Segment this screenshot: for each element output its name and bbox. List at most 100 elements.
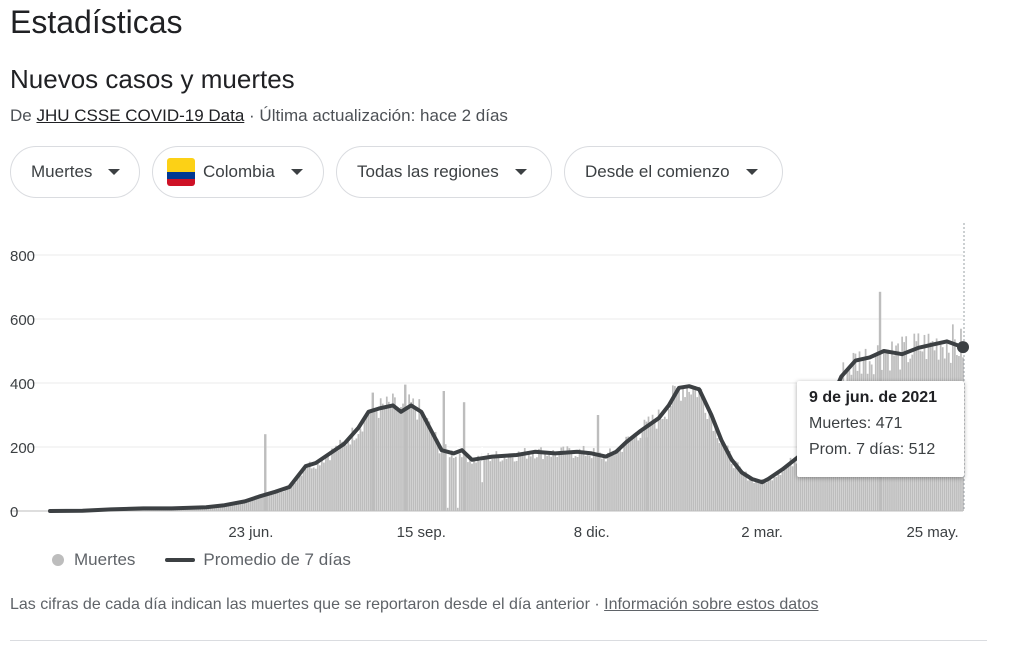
daily-bar [542, 459, 544, 511]
daily-bar [501, 460, 504, 511]
colombia-flag-icon [167, 158, 195, 186]
daily-bar [793, 461, 796, 511]
y-tick-label: 400 [10, 376, 35, 393]
country-dropdown[interactable]: Colombia [152, 146, 324, 198]
daily-bar [611, 452, 613, 511]
daily-bar [209, 506, 212, 511]
daily-bar [623, 445, 626, 511]
daily-bar [335, 445, 337, 511]
average-legend-label: Promedio de 7 días [203, 550, 351, 569]
daily-bar [235, 502, 238, 511]
daily-bar [690, 394, 692, 511]
daily-bar [454, 456, 457, 511]
daily-bar [438, 453, 441, 511]
daily-bar [237, 502, 240, 511]
daily-bar [594, 452, 597, 511]
daily-bar [217, 506, 220, 511]
x-tick-label: 8 dic. [574, 524, 610, 541]
chart-tooltip: 9 de jun. de 2021 Muertes: 471 Prom. 7 d… [797, 381, 964, 477]
data-info-link[interactable]: Información sobre estos datos [604, 596, 819, 613]
daily-bar [767, 477, 770, 511]
daily-bar [312, 467, 315, 511]
daily-bar [379, 398, 382, 511]
daily-bar [771, 480, 774, 511]
daily-bar [258, 497, 260, 511]
chevron-down-icon [745, 169, 758, 175]
daily-bar [329, 460, 331, 511]
daily-bar [540, 447, 542, 511]
daily-bar [751, 478, 753, 511]
daily-bar [286, 485, 289, 511]
daily-bar [343, 441, 346, 511]
daily-bar [659, 419, 662, 511]
daily-bar [734, 461, 737, 511]
source-updated: · Última actualización: hace 2 días [244, 106, 508, 125]
daily-bar [582, 445, 585, 511]
daily-bar [732, 468, 735, 511]
daily-bar [394, 397, 396, 511]
daily-bar [385, 396, 388, 511]
daily-bar [428, 421, 431, 511]
hover-point [957, 341, 969, 354]
daily-bar [215, 506, 218, 511]
daily-bar [499, 461, 502, 511]
daily-bar [789, 457, 792, 511]
daily-bar [708, 411, 711, 511]
source-link[interactable]: JHU CSSE COVID-19 Data [36, 106, 245, 125]
daily-bar [272, 493, 275, 511]
daily-bar [396, 410, 398, 511]
daily-bar [363, 415, 366, 511]
daily-bar [613, 455, 615, 511]
daily-bar [406, 406, 408, 511]
daily-bar [730, 463, 733, 511]
daily-bar [485, 458, 488, 511]
daily-bar [607, 452, 609, 511]
daily-bar [430, 430, 433, 511]
daily-bar [665, 419, 668, 511]
daily-bar [331, 448, 333, 511]
daily-bar [538, 448, 540, 511]
period-dropdown[interactable]: Desde el comienzo [564, 146, 783, 198]
daily-bar [249, 499, 252, 511]
metric-dropdown[interactable]: Muertes [10, 146, 140, 198]
chevron-down-icon [290, 169, 303, 175]
y-tick-label: 200 [10, 440, 35, 457]
daily-bar [651, 414, 654, 511]
dip-bar [457, 447, 459, 508]
metric-dropdown-label: Muertes [31, 162, 93, 181]
daily-bar [422, 412, 425, 511]
deaths-chart[interactable]: 0 200 400 600 800 23 jun. 15 sep. 8 dic. 2 mar. 2… [0, 215, 1011, 545]
daily-bar [738, 466, 741, 511]
daily-bar [627, 436, 630, 511]
x-tick-label: 23 jun. [228, 524, 273, 541]
daily-bar [564, 454, 567, 511]
spike-bar [264, 434, 267, 511]
daily-bar [745, 471, 747, 511]
spike-bar [645, 437, 648, 511]
daily-bar [294, 482, 297, 511]
daily-bar [631, 436, 634, 511]
source-prefix: De [10, 106, 37, 125]
y-tick-label: 0 [10, 504, 18, 521]
daily-bar [525, 458, 528, 511]
daily-bar [408, 394, 410, 511]
period-dropdown-label: Desde el comienzo [585, 162, 730, 181]
daily-bar [706, 419, 709, 511]
daily-bar [619, 446, 621, 511]
x-tick-label: 2 mar. [741, 524, 783, 541]
daily-bar [682, 388, 684, 511]
daily-bar [290, 486, 293, 511]
region-dropdown[interactable]: Todas las regiones [336, 146, 552, 198]
daily-bar [574, 456, 577, 511]
daily-bar [333, 451, 335, 511]
daily-bar [598, 452, 601, 511]
daily-bar [740, 470, 743, 511]
daily-bar [347, 441, 350, 511]
daily-bar [247, 499, 250, 511]
daily-bar [402, 403, 404, 511]
daily-bar [749, 479, 751, 511]
daily-bar [795, 463, 798, 511]
daily-bar [562, 446, 565, 511]
daily-bar [633, 433, 636, 511]
daily-bar [327, 455, 329, 511]
